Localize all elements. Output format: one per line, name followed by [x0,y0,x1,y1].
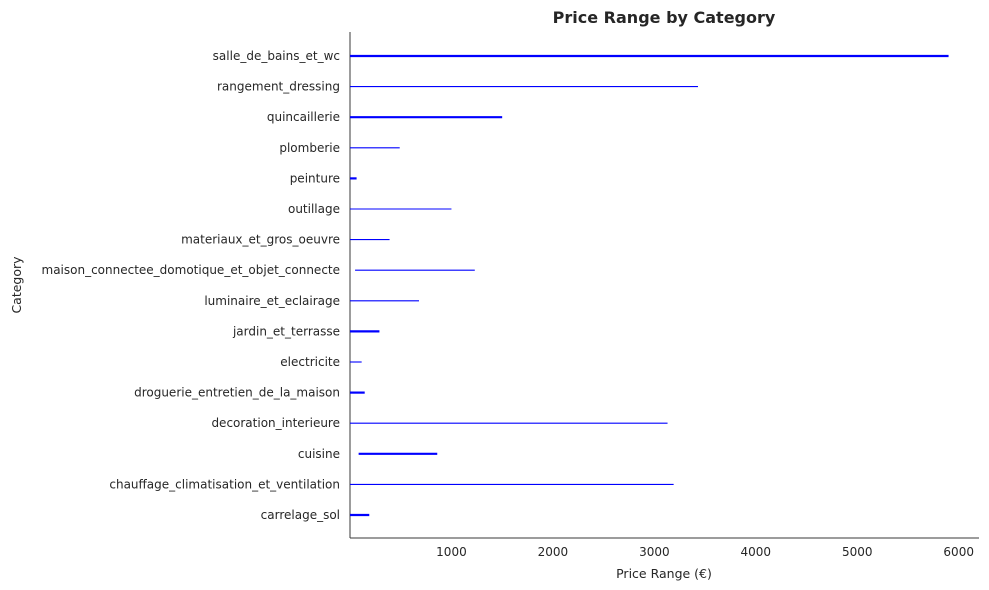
category-label: plomberie [279,141,340,155]
category-label: chauffage_climatisation_et_ventilation [109,477,340,491]
y-axis-title: Category [9,256,24,314]
category-label: quincaillerie [267,110,340,124]
category-label: peinture [290,171,340,185]
x-tick-label: 2000 [538,545,569,559]
x-tick-label: 6000 [943,545,974,559]
category-label: jardin_et_terrasse [232,324,340,338]
range-lines [350,54,949,517]
x-tick-label: 3000 [639,545,670,559]
x-tick-label: 4000 [741,545,772,559]
x-tick-label: 1000 [436,545,467,559]
axes [349,32,979,539]
category-label: luminaire_et_eclairage [204,294,340,308]
category-label: rangement_dressing [217,80,340,94]
x-tick-label: 5000 [842,545,873,559]
category-label: outillage [288,202,340,216]
category-label: electricite [280,355,340,369]
category-tick-labels: salle_de_bains_et_wc rangement_dressingqu… [42,49,341,522]
category-label: droguerie_entretien_de_la_maison [134,386,340,400]
x-tick-labels: 1000 2000 3000 4000 5000 6000 [436,545,974,559]
category-label: decoration_interieure [211,416,340,430]
chart-title: Price Range by Category [553,8,776,27]
category-label: cuisine [298,447,340,461]
category-label: carrelage_sol [261,508,340,522]
category-label: maison_connectee_domotique_et_objet_conn… [42,263,341,277]
x-axis-title: Price Range (€) [616,566,712,581]
category-label: materiaux_et_gros_oeuvre [181,233,340,247]
category-label: salle_de_bains_et_wc [213,49,340,63]
